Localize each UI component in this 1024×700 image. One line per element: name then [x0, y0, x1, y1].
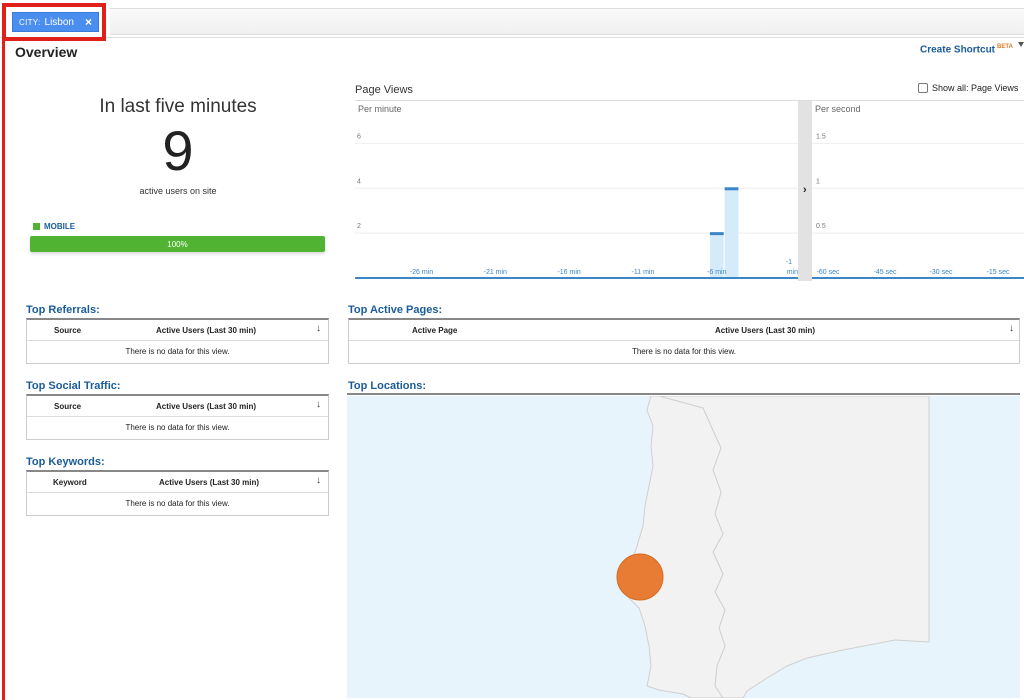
bar-cap — [709, 232, 724, 236]
device-progress-fill: 100% — [30, 236, 325, 252]
column-header-active-users[interactable]: Active Users (Last 30 min) — [715, 326, 816, 335]
table-header: Source Active Users (Last 30 min) ↓ — [27, 320, 328, 341]
bar — [724, 188, 739, 278]
show-all-checkbox[interactable]: Show all: Page Views — [918, 83, 1018, 93]
bar-cap — [724, 187, 739, 191]
section-divider — [347, 393, 1020, 395]
active-users-count: 9 — [162, 119, 194, 182]
beta-badge: BETA — [997, 44, 1013, 50]
y-tick-label: 1 — [816, 178, 820, 185]
empty-message: There is no data for this view. — [125, 499, 230, 508]
y-tick-label: 0.5 — [816, 223, 826, 230]
panel-divider — [798, 101, 812, 281]
expand-arrow-icon[interactable]: › — [803, 184, 807, 196]
sort-arrow-icon[interactable]: ↓ — [316, 399, 321, 410]
summary-headline: In last five minutes — [99, 96, 257, 117]
device-progress-bar: 100% — [30, 236, 325, 252]
map-portugal-land — [622, 396, 726, 698]
highlight-box — [2, 3, 106, 41]
column-header-active-page[interactable]: Active Page — [412, 326, 458, 335]
empty-message: There is no data for this view. — [125, 347, 230, 356]
page-views-chart-svg: Per minute Per second 6 4 2 1.5 1 0.5 › -26 min -2… — [355, 101, 1024, 281]
top-social-title: Top Social Traffic: — [26, 380, 121, 392]
caret-down-icon[interactable] — [1018, 42, 1024, 47]
close-icon[interactable]: × — [84, 15, 92, 29]
top-active-pages-table: Active Page Active Users (Last 30 min) ↓… — [348, 318, 1020, 364]
page-views-title: Page Views — [355, 84, 413, 96]
top-keywords-title: Top Keywords: — [26, 456, 105, 468]
x-tick-label: -6 min — [707, 269, 727, 276]
create-shortcut-label: Create Shortcut — [920, 44, 996, 56]
per-minute-label: Per minute — [358, 104, 402, 114]
y-tick-label: 6 — [357, 133, 361, 140]
sort-arrow-icon[interactable]: ↓ — [316, 475, 321, 486]
x-tick-label: -45 sec — [874, 269, 897, 276]
column-header-keyword[interactable]: Keyword — [53, 478, 87, 487]
filter-bar-track[interactable] — [110, 8, 1024, 35]
y-tick-label: 1.5 — [816, 133, 826, 140]
x-tick-label: -11 min — [632, 269, 655, 276]
top-referrals-title: Top Referrals: — [26, 304, 100, 316]
sort-arrow-icon[interactable]: ↓ — [316, 323, 321, 334]
table-header: Source Active Users (Last 30 min) ↓ — [27, 396, 328, 417]
empty-message: There is no data for this view. — [125, 423, 230, 432]
sort-arrow-icon[interactable]: ↓ — [1009, 323, 1014, 334]
top-referrals-table: Source Active Users (Last 30 min) ↓ Ther… — [26, 318, 329, 364]
filter-value: Lisbon — [44, 16, 74, 28]
column-header-source[interactable]: Source — [54, 326, 82, 335]
top-active-pages-title: Top Active Pages: — [348, 304, 443, 316]
x-tick-label: -21 min — [484, 269, 507, 276]
checkbox-icon[interactable] — [918, 83, 928, 93]
device-label: MOBILE — [44, 222, 76, 231]
legend-swatch-icon — [33, 223, 40, 230]
page-title: Overview — [15, 44, 78, 60]
show-all-label: Show all: Page Views — [932, 83, 1019, 93]
filter-key: CITY: — [19, 17, 41, 27]
x-tick-label: -60 sec — [817, 269, 840, 276]
x-tick-label: -15 sec — [987, 269, 1010, 276]
x-tick-label: -16 min — [557, 269, 580, 276]
table-header: Active Page Active Users (Last 30 min) ↓ — [349, 320, 1019, 341]
column-header-source[interactable]: Source — [54, 402, 82, 411]
bar — [709, 233, 724, 278]
column-header-active-users[interactable]: Active Users (Last 30 min) — [159, 478, 260, 487]
x-tick-label: -1 — [786, 259, 792, 266]
y-tick-label: 2 — [357, 223, 361, 230]
per-second-label: Per second — [815, 104, 861, 114]
x-tick-label: -26 min — [410, 269, 433, 276]
page-views-chart: Per minute Per second 6 4 2 1.5 1 0.5 › -26 min -2… — [355, 100, 1024, 281]
empty-message: There is no data for this view. — [631, 347, 737, 356]
location-marker — [616, 553, 664, 601]
highlight-edge — [2, 36, 5, 700]
x-tick-label: min — [787, 269, 798, 276]
top-locations-title: Top Locations: — [348, 380, 427, 392]
top-keywords-table: Keyword Active Users (Last 30 min) ↓ The… — [26, 470, 329, 516]
x-tick-label: -30 sec — [930, 269, 953, 276]
top-social-table: Source Active Users (Last 30 min) ↓ Ther… — [26, 394, 329, 440]
table-header: Keyword Active Users (Last 30 min) ↓ — [27, 472, 328, 493]
device-legend: MOBILE — [33, 222, 75, 231]
y-tick-label: 4 — [357, 178, 361, 185]
column-header-active-users[interactable]: Active Users (Last 30 min) — [156, 326, 257, 335]
column-header-active-users[interactable]: Active Users (Last 30 min) — [156, 402, 257, 411]
locations-map[interactable] — [347, 396, 1020, 698]
create-shortcut-link[interactable]: Create Shortcut BETA — [920, 44, 1013, 55]
filter-chip[interactable]: CITY: Lisbon × — [12, 12, 99, 32]
filter-bar — [0, 0, 1024, 38]
active-users-label: active users on site — [139, 186, 217, 196]
